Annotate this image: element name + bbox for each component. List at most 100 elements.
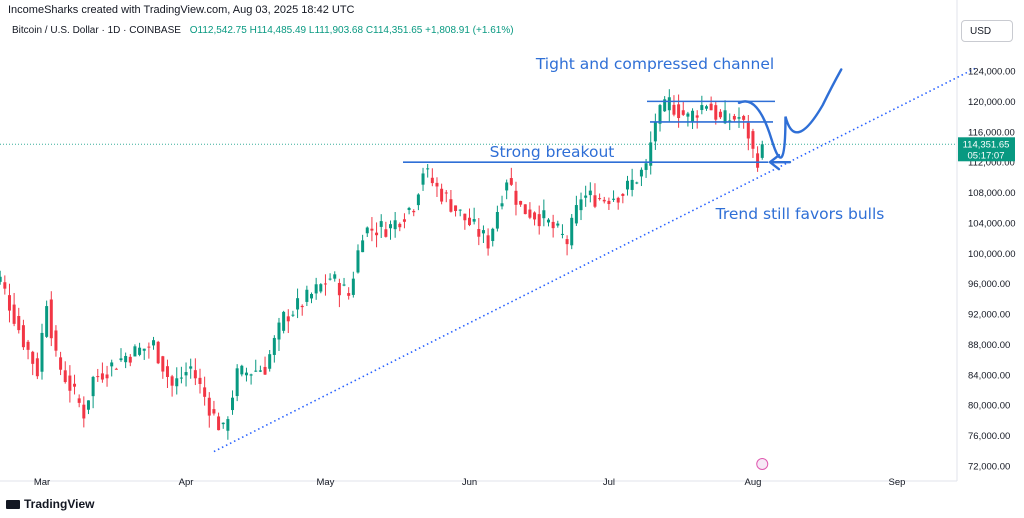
candle-body[interactable] (296, 298, 300, 310)
candle-body[interactable] (282, 311, 286, 331)
candle-body[interactable] (454, 205, 458, 212)
candle-body[interactable] (700, 105, 704, 111)
candle-body[interactable] (286, 316, 290, 322)
candle-body[interactable] (189, 366, 193, 369)
candle-body[interactable] (100, 373, 104, 380)
candle-body[interactable] (519, 200, 523, 205)
candle-body[interactable] (193, 370, 197, 379)
candle-body[interactable] (161, 356, 165, 372)
candle-body[interactable] (91, 376, 95, 397)
candle-body[interactable] (31, 351, 35, 364)
candle-body[interactable] (593, 195, 597, 207)
candle-body[interactable] (663, 99, 667, 112)
candle-body[interactable] (337, 282, 341, 296)
candle-body[interactable] (244, 372, 248, 376)
candle-body[interactable] (35, 358, 39, 377)
candle-body[interactable] (430, 177, 434, 184)
candle-body[interactable] (402, 219, 406, 222)
candle-body[interactable] (347, 293, 351, 296)
candle-body[interactable] (760, 144, 764, 158)
candle-body[interactable] (523, 204, 527, 215)
candle-body[interactable] (73, 383, 77, 387)
candle-body[interactable] (184, 372, 188, 376)
candle-body[interactable] (546, 219, 550, 223)
candle-body[interactable] (630, 179, 634, 190)
candle-body[interactable] (621, 193, 625, 196)
candle-body[interactable] (226, 419, 230, 431)
tradingview-logo[interactable]: TradingView (6, 497, 94, 511)
candle-body[interactable] (574, 205, 578, 224)
candle-body[interactable] (528, 209, 532, 218)
candle-body[interactable] (305, 289, 309, 302)
candle-body[interactable] (751, 131, 755, 149)
candle-body[interactable] (12, 304, 16, 324)
candle-body[interactable] (152, 340, 156, 346)
candle-body[interactable] (21, 325, 25, 348)
candle-body[interactable] (709, 103, 713, 111)
candle-body[interactable] (291, 314, 295, 316)
candle-body[interactable] (207, 397, 211, 416)
candle-body[interactable] (639, 169, 643, 177)
candle-body[interactable] (240, 365, 244, 375)
candle-body[interactable] (268, 354, 272, 369)
candle-body[interactable] (598, 198, 602, 200)
candle-body[interactable] (128, 356, 132, 363)
candle-body[interactable] (556, 223, 560, 226)
candle-body[interactable] (486, 235, 490, 249)
candle-body[interactable] (389, 224, 393, 229)
candle-body[interactable] (435, 182, 439, 187)
candle-body[interactable] (723, 110, 727, 124)
ascending-trendline[interactable] (213, 67, 977, 453)
candle-body[interactable] (356, 250, 360, 273)
candle-body[interactable] (203, 387, 207, 397)
candle-body[interactable] (649, 142, 653, 166)
candle-body[interactable] (509, 178, 513, 185)
candle-body[interactable] (625, 180, 629, 190)
candle-body[interactable] (458, 209, 462, 211)
candle-body[interactable] (384, 229, 388, 237)
candle-body[interactable] (542, 210, 546, 219)
candle-body[interactable] (533, 212, 537, 220)
candle-body[interactable] (500, 203, 504, 207)
candle-body[interactable] (17, 316, 21, 331)
candle-body[interactable] (221, 422, 225, 425)
candle-body[interactable] (179, 377, 183, 379)
candle-body[interactable] (732, 115, 736, 120)
candle-body[interactable] (217, 416, 221, 431)
candle-body[interactable] (495, 211, 499, 229)
candle-body[interactable] (147, 346, 151, 348)
candle-body[interactable] (714, 105, 718, 120)
candle-body[interactable] (746, 122, 750, 139)
candle-body[interactable] (7, 295, 11, 311)
candle-body[interactable] (718, 111, 722, 118)
candle-body[interactable] (570, 217, 574, 246)
candle-body[interactable] (68, 375, 72, 391)
candle-body[interactable] (63, 370, 67, 383)
candle-body[interactable] (468, 217, 471, 226)
candle-body[interactable] (198, 377, 202, 384)
candle-body[interactable] (551, 221, 555, 229)
candle-body[interactable] (45, 306, 49, 337)
candle-body[interactable] (105, 374, 109, 379)
candle-body[interactable] (691, 110, 695, 122)
candle-body[interactable] (361, 240, 365, 253)
candle-body[interactable] (672, 104, 676, 115)
candle-body[interactable] (444, 192, 448, 194)
candle-body[interactable] (77, 398, 81, 403)
candle-body[interactable] (607, 200, 611, 205)
candle-body[interactable] (365, 227, 369, 234)
candle-body[interactable] (82, 404, 86, 419)
candle-body[interactable] (695, 115, 699, 118)
candle-body[interactable] (254, 370, 258, 372)
candle-body[interactable] (310, 293, 314, 299)
candle-body[interactable] (756, 153, 760, 168)
candle-body[interactable] (165, 366, 169, 377)
candle-body[interactable] (742, 116, 746, 120)
candle-body[interactable] (3, 282, 7, 289)
candle-body[interactable] (505, 182, 509, 191)
projection-path[interactable] (737, 68, 843, 159)
candle-body[interactable] (491, 228, 495, 242)
candle-body[interactable] (175, 378, 179, 387)
candle-body[interactable] (124, 355, 128, 363)
candle-body[interactable] (579, 199, 583, 211)
